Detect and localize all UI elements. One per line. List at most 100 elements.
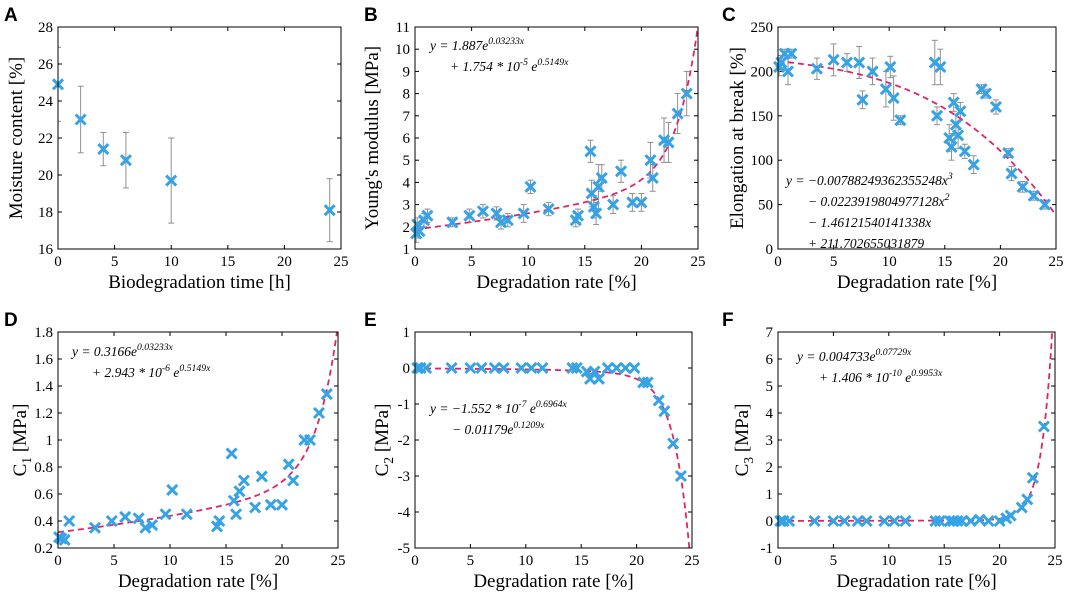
y-tick-label: -3 [398, 469, 411, 485]
data-point [588, 365, 601, 378]
data-point [230, 508, 243, 521]
y-tick-label: -4 [398, 505, 411, 521]
y-tick-label: 50 [758, 198, 773, 214]
data-point [949, 118, 962, 131]
data-point [255, 470, 268, 483]
data-point [501, 214, 514, 227]
y-tick-label: 2 [403, 220, 411, 236]
fit-equation-line: − 1.46121540141338x [808, 215, 931, 230]
panel-label: E [364, 310, 377, 331]
data-point [1016, 180, 1029, 193]
data-point [947, 96, 960, 109]
data-point [287, 474, 300, 487]
y-axis-label: C3 [MPa] [732, 404, 756, 477]
data-point [237, 474, 250, 487]
x-axis-label: Biodegradation time [h] [108, 272, 291, 293]
panel-b: B 0 5 10 15 20 25 1 2 3 4 5 6 7 8 9 10 11 Degradation rate… [362, 5, 706, 293]
y-tick-label: 4 [766, 406, 774, 422]
y-tick-label: 7 [403, 109, 411, 125]
fit-equation-line: y = −1.552 * 10-7 e0.6964x [428, 399, 568, 416]
y-tick-label: 8 [403, 87, 411, 103]
x-tick-label: 15 [937, 553, 952, 569]
x-tick-label: 25 [691, 254, 706, 270]
data-point [159, 508, 172, 521]
y-tick-label: 18 [38, 205, 53, 221]
data-point [413, 225, 426, 238]
plot-frame [777, 26, 1057, 250]
x-tick-label: 20 [992, 553, 1007, 569]
y-tick-label: 0 [766, 514, 774, 530]
data-point [680, 87, 693, 100]
data-point [979, 87, 993, 100]
y-tick-label: 10 [395, 42, 410, 58]
data-point [610, 361, 623, 375]
data-point [476, 205, 489, 218]
data-point [119, 510, 132, 524]
data-point [411, 218, 424, 231]
data-point [674, 469, 687, 483]
data-point [967, 158, 980, 171]
panel-d: D 0 5 10 15 20 25 0.2 0.4 0.6 0.8 1 1.2 1.4 1.6 1.8 Degr… [4, 310, 346, 592]
fit-equation-line: + 1.754 * 10-5 e0.5149x [450, 57, 569, 74]
y-tick-label: 4 [403, 175, 411, 191]
plot-frame [57, 331, 339, 549]
data-point [945, 140, 958, 153]
data-point [497, 361, 510, 375]
x-tick-label: 10 [881, 553, 896, 569]
data-point [993, 514, 1006, 528]
fit-curve [415, 27, 698, 231]
data-point [1002, 147, 1015, 160]
data-point [810, 62, 823, 75]
data-point [894, 114, 907, 127]
data-point [132, 512, 145, 525]
data-point [282, 458, 295, 471]
fit-curve [58, 332, 338, 534]
data-point [884, 60, 897, 74]
data-point [275, 498, 289, 511]
data-point [662, 136, 675, 149]
data-point [860, 514, 873, 528]
y-tick-label: 16 [38, 242, 54, 258]
y-tick-label: -5 [398, 541, 411, 557]
data-point [97, 143, 110, 156]
data-point [488, 361, 501, 375]
fit-equation-line: y = 0.3166e0.03233x [70, 342, 174, 359]
x-tick-label: 25 [1048, 553, 1063, 569]
plot-frame [57, 26, 342, 250]
x-tick-label: 25 [685, 553, 700, 569]
data-point [878, 514, 891, 528]
data-point [641, 376, 654, 389]
data-point [490, 207, 503, 220]
panel-label: C [722, 5, 736, 26]
x-tick-label: 25 [1049, 254, 1064, 270]
y-tick-label: 5 [766, 379, 774, 395]
data-point [951, 514, 964, 528]
x-tick-label: 0 [774, 553, 782, 569]
panel-label: F [722, 310, 734, 331]
data-point [808, 514, 821, 528]
fit-equation-line: − 0.0223919804977128x2 [808, 192, 950, 209]
x-tick-label: 0 [774, 254, 782, 270]
data-point [840, 56, 854, 69]
data-point [866, 65, 879, 78]
data-point [888, 514, 901, 528]
data-point [264, 498, 277, 511]
fit-equation-line: + 2.943 * 10-6 e0.5149x [92, 363, 211, 380]
y-tick-label: 11 [396, 20, 410, 36]
plot-frame [777, 331, 1056, 549]
x-tick-label: 5 [830, 553, 838, 569]
panel-label: B [364, 5, 378, 26]
data-point [420, 361, 433, 375]
data-point [955, 514, 968, 528]
data-point [1037, 420, 1050, 433]
x-axis-label: Degradation rate [%] [837, 272, 997, 293]
data-point [1026, 471, 1039, 484]
data-point [180, 508, 193, 521]
x-tick-label: 10 [163, 553, 178, 569]
data-point [838, 514, 851, 528]
panel-label: A [4, 5, 18, 26]
data-point [213, 514, 226, 528]
x-axis-label: Degradation rate [%] [118, 571, 278, 592]
